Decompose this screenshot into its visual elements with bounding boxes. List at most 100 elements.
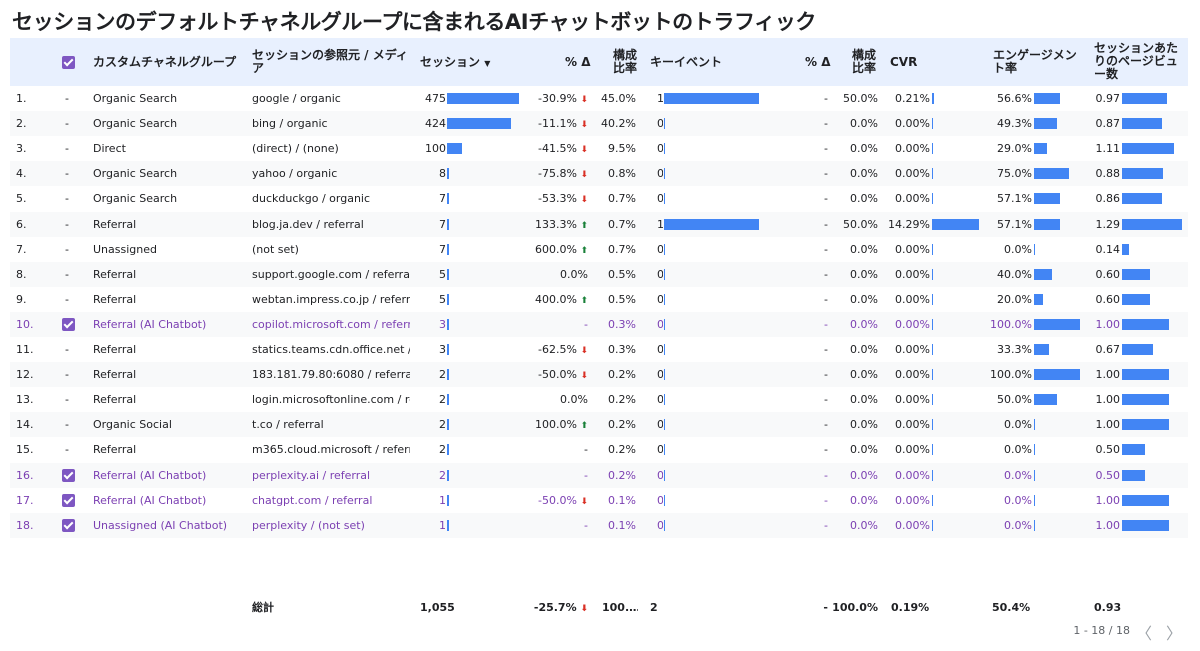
table-row[interactable]: 15. - Referral m365.cloud.microsoft / re… [10, 437, 1188, 462]
pageviews-bar [1122, 168, 1163, 180]
cvr-bar [932, 394, 933, 406]
table-row[interactable]: 18. Unassigned (AI Chatbot) perplexity /… [10, 512, 1188, 538]
cvr-bar [932, 268, 933, 280]
engagement-bar [1034, 293, 1043, 305]
row-checkbox-empty[interactable]: - [65, 267, 69, 281]
header-ratio2[interactable]: 構成 比率 [852, 49, 876, 75]
arrow-down-icon: ⬇ [580, 346, 588, 356]
cell-engagement: 49.3% [997, 117, 1032, 131]
select-all-checkbox[interactable] [62, 56, 75, 69]
row-checkbox-empty[interactable]: - [65, 217, 69, 231]
keyevent-bar [664, 243, 665, 255]
row-checkbox-empty[interactable]: - [65, 443, 69, 457]
engagement-bar [1034, 344, 1049, 355]
table-row[interactable]: 14. - Organic Social t.co / referral 2 1… [10, 412, 1188, 438]
chevron-right-icon[interactable]: 〉 [1166, 624, 1183, 643]
row-checkbox-empty[interactable]: - [65, 292, 69, 306]
cell-pageviews: 1.00 [1095, 368, 1121, 382]
cell-delta-value: - [584, 443, 588, 457]
cell-source: bing / organic [252, 117, 328, 131]
header-ratio[interactable]: 構成 比率 [613, 49, 637, 75]
pagination-label: 1 - 18 / 18 [1073, 624, 1130, 637]
cell-delta: -50.0% ⬇ [510, 488, 588, 513]
cell-pageviews: 0.14 [1095, 242, 1121, 256]
cell-channel: Direct [93, 142, 126, 156]
table-row[interactable]: 13. - Referral login.microsoftonline.com… [10, 387, 1188, 412]
row-checkbox-empty[interactable]: - [65, 192, 69, 206]
cell-sessions: 2 [439, 418, 446, 432]
row-checkbox-empty[interactable]: - [65, 418, 69, 432]
cell-pageviews: 0.50 [1095, 443, 1121, 457]
row-checkbox-empty[interactable]: - [65, 368, 69, 382]
pageviews-bar [1122, 469, 1145, 481]
row-checkbox-empty[interactable]: - [65, 142, 69, 156]
cell-delta2: - [824, 393, 828, 407]
header-sessions[interactable]: セッション ▼ [420, 56, 490, 70]
header-delta2[interactable]: % Δ [805, 55, 831, 69]
table-row[interactable]: 11. - Referral statics.teams.cdn.office.… [10, 337, 1188, 362]
pageviews-bar [1122, 519, 1169, 531]
cell-keyevent: 0 [657, 142, 663, 156]
cell-pageviews: 0.87 [1095, 117, 1121, 131]
row-checkbox[interactable] [62, 468, 75, 482]
cell-sessions: 1 [439, 518, 446, 532]
row-index: 4. [16, 167, 27, 181]
table-row[interactable]: 5. - Organic Search duckduckgo / organic… [10, 186, 1188, 211]
table-row[interactable]: 9. - Referral webtan.impress.co.jp / ref… [10, 287, 1188, 312]
cell-delta-value: - [584, 468, 588, 482]
engagement-bar [1034, 93, 1060, 104]
sessions-bar [447, 293, 449, 305]
cell-source: perplexity / (not set) [252, 518, 365, 532]
header-channel[interactable]: カスタムチャネルグループ [93, 55, 237, 69]
cell-delta: -50.0% ⬇ [510, 362, 588, 387]
header-pageviews-line1: セッションあた [1094, 41, 1179, 55]
table-row[interactable]: 4. - Organic Search yahoo / organic 8 -7… [10, 161, 1188, 187]
sessions-bar [447, 369, 449, 381]
row-checkbox[interactable] [62, 493, 75, 507]
sessions-bar [447, 218, 449, 230]
row-checkbox[interactable] [62, 518, 75, 532]
table-row[interactable]: 17. Referral (AI Chatbot) chatgpt.com / … [10, 488, 1188, 513]
header-source[interactable]: セッションの参照元 / メディ ア [252, 49, 408, 75]
table-row[interactable]: 1. - Organic Search google / organic 475… [10, 86, 1188, 111]
row-checkbox-empty[interactable]: - [65, 242, 69, 256]
engagement-bar [1034, 218, 1060, 230]
table-row[interactable]: 8. - Referral support.google.com / refer… [10, 261, 1188, 287]
totals-row: 総計 1,055 -25.7% ⬇ 100.… 2 - 100.0% 0.19%… [10, 595, 1188, 617]
row-checkbox-empty[interactable]: - [65, 117, 69, 131]
header-keyevent[interactable]: キーイベント [650, 55, 723, 69]
sessions-bar [447, 444, 449, 456]
totals-ratio: 100.… [602, 601, 638, 614]
engagement-bar [1034, 143, 1047, 155]
row-checkbox-empty[interactable]: - [65, 167, 69, 181]
cell-ratio2: 0.0% [850, 292, 878, 306]
cell-delta2: - [824, 493, 828, 507]
cell-sessions: 8 [439, 167, 446, 181]
row-checkbox-empty[interactable]: - [65, 393, 69, 407]
table-row[interactable]: 12. - Referral 183.181.79.80:6080 / refe… [10, 362, 1188, 388]
table-row[interactable]: 6. - Referral blog.ja.dev / referral 7 1… [10, 211, 1188, 237]
row-checkbox[interactable] [62, 317, 75, 331]
row-checkbox-empty[interactable]: - [65, 92, 69, 105]
table-row[interactable]: 3. - Direct (direct) / (none) 100 -41.5%… [10, 136, 1188, 161]
table-row[interactable]: 10. Referral (AI Chatbot) copilot.micros… [10, 311, 1188, 337]
header-cvr[interactable]: CVR [890, 55, 918, 69]
table-row[interactable]: 2. - Organic Search bing / organic 424 -… [10, 111, 1188, 137]
header-pageviews[interactable]: セッションあた りのページビュ ー数 [1094, 42, 1178, 81]
chevron-left-icon[interactable]: 〈 [1136, 624, 1153, 643]
table-row[interactable]: 16. Referral (AI Chatbot) perplexity.ai … [10, 462, 1188, 488]
cell-keyevent: 0 [657, 117, 663, 131]
header-engagement[interactable]: エンゲージメン ト率 [993, 49, 1077, 75]
table-row[interactable]: 7. - Unassigned (not set) 7 600.0% ⬆ 0.7… [10, 237, 1188, 262]
pageviews-bar [1122, 318, 1169, 330]
cell-source: m365.cloud.microsoft / referral [252, 443, 410, 457]
cell-ratio: 0.7% [608, 242, 636, 256]
cell-engagement: 100.0% [990, 317, 1032, 331]
arrow-up-icon: ⬆ [580, 421, 588, 432]
header-ratio2-line2: 比率 [852, 61, 877, 75]
cell-delta: -30.9% ⬇ [510, 86, 588, 111]
cell-source: google / organic [252, 92, 341, 105]
arrow-down-icon: ⬇ [580, 496, 588, 507]
header-delta[interactable]: % Δ [565, 55, 591, 69]
row-checkbox-empty[interactable]: - [65, 343, 69, 356]
